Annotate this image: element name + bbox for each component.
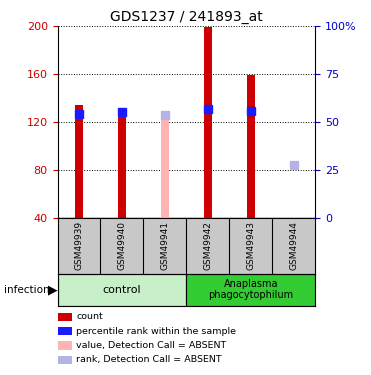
Text: GSM49944: GSM49944 [289, 221, 298, 270]
Bar [204, 27, 212, 218]
Text: GSM49942: GSM49942 [203, 221, 213, 270]
Text: value, Detection Call = ABSENT: value, Detection Call = ABSENT [76, 341, 226, 350]
Text: GSM49939: GSM49939 [75, 221, 83, 270]
Bar [58, 274, 186, 306]
Text: count: count [76, 312, 103, 321]
Text: infection: infection [4, 285, 49, 295]
Text: Anaplasma
phagocytophilum: Anaplasma phagocytophilum [209, 279, 293, 300]
Bar [118, 111, 126, 218]
Text: rank, Detection Call = ABSENT: rank, Detection Call = ABSENT [76, 355, 222, 364]
Text: control: control [103, 285, 141, 295]
Text: GSM49940: GSM49940 [118, 221, 127, 270]
Bar [186, 274, 315, 306]
Text: GSM49941: GSM49941 [160, 221, 170, 270]
Bar [247, 75, 255, 217]
Bar [161, 120, 169, 218]
Title: GDS1237 / 241893_at: GDS1237 / 241893_at [110, 10, 263, 24]
Text: ▶: ▶ [47, 283, 57, 296]
Text: GSM49943: GSM49943 [246, 221, 255, 270]
Bar [75, 105, 83, 218]
Text: percentile rank within the sample: percentile rank within the sample [76, 327, 236, 336]
